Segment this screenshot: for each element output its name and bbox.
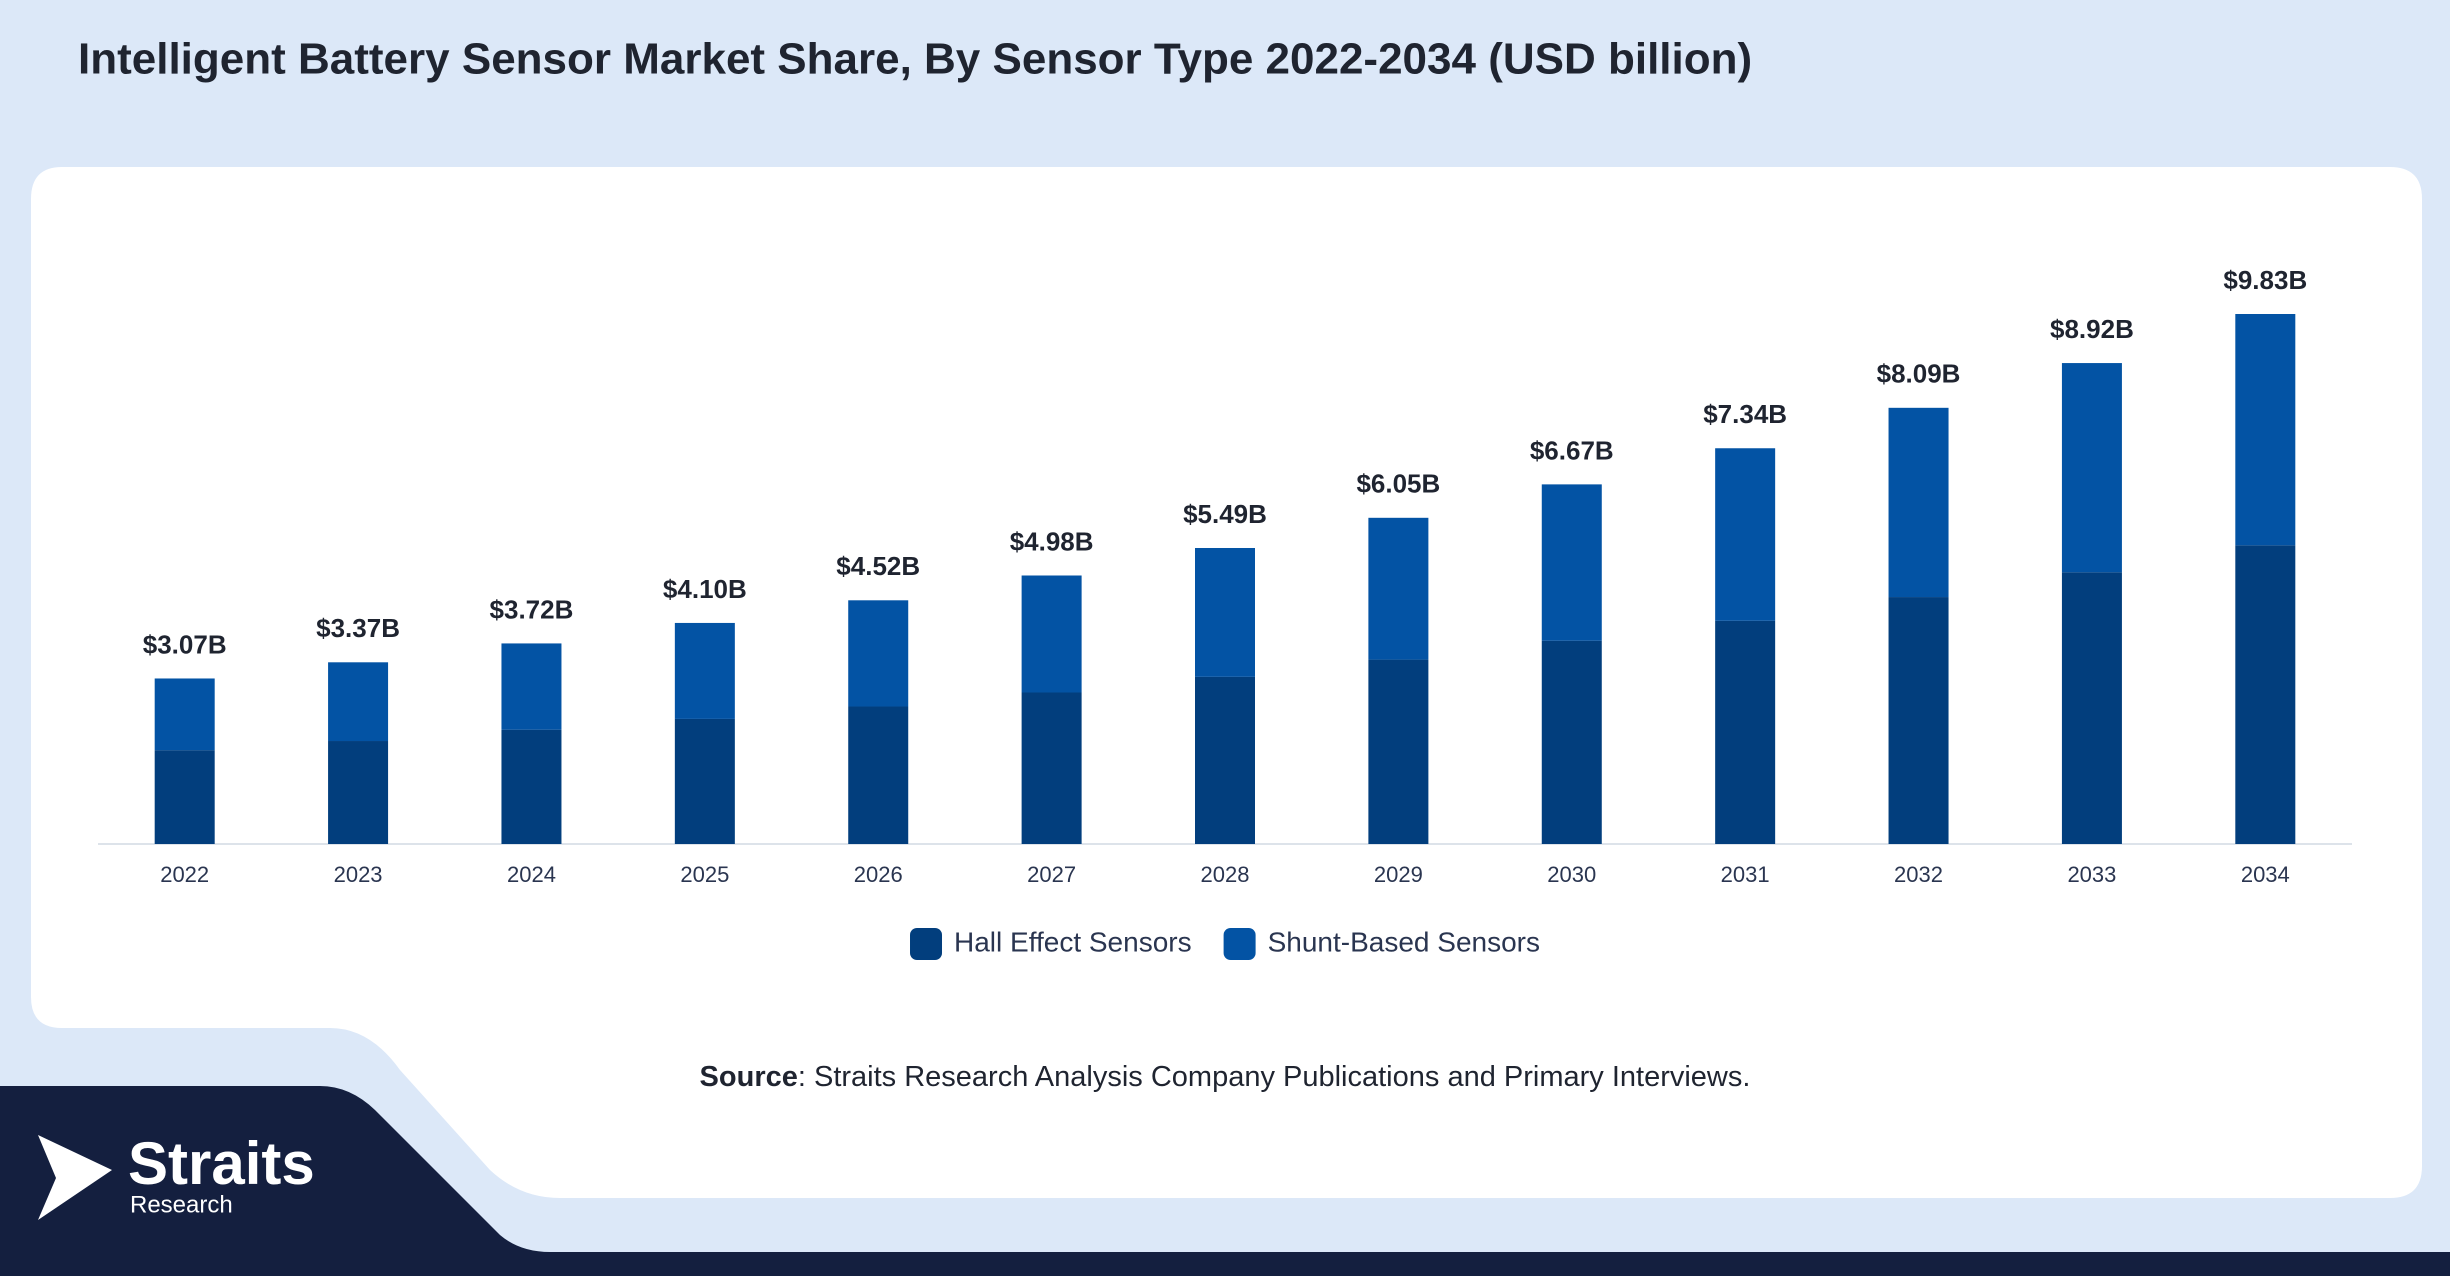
logo-tagline: Research — [130, 1191, 233, 1218]
x-tick-label: 2023 — [334, 862, 383, 887]
bar-segment — [1888, 597, 1949, 844]
x-tick-label: 2029 — [1374, 862, 1423, 887]
total-label: $6.67B — [1530, 435, 1614, 465]
bar-segment — [674, 622, 735, 719]
bar-segment — [1888, 407, 1949, 598]
bar-segment — [1541, 640, 1602, 844]
bar-segment — [1368, 659, 1429, 844]
x-tick-label: 2034 — [2241, 862, 2290, 887]
bar-segment — [2061, 363, 2122, 573]
total-label: $7.34B — [1703, 399, 1787, 429]
logo-name: Straits — [128, 1130, 315, 1197]
source-label: Source — [700, 1061, 798, 1093]
bar-segment — [2235, 545, 2296, 844]
bar-segment — [1368, 517, 1429, 660]
bar-segment — [848, 600, 909, 707]
total-label: $4.10B — [663, 574, 747, 604]
chart-title: Intelligent Battery Sensor Market Share,… — [78, 35, 1752, 84]
bar-segment — [674, 718, 735, 844]
total-label: $8.92B — [2050, 314, 2134, 344]
bar-segment — [1021, 692, 1082, 844]
legend-label: Hall Effect Sensors — [954, 926, 1192, 957]
bar-segment — [1715, 448, 1776, 621]
x-tick-label: 2027 — [1027, 862, 1076, 887]
total-label: $4.52B — [836, 551, 920, 581]
footer-band — [0, 1086, 2450, 1276]
x-tick-label: 2032 — [1894, 862, 1943, 887]
total-label: $4.98B — [1010, 526, 1094, 556]
bar-segment — [1541, 484, 1602, 641]
bar-segment — [154, 750, 215, 844]
x-tick-label: 2026 — [854, 862, 903, 887]
x-tick-label: 2031 — [1721, 862, 1770, 887]
x-tick-label: 2022 — [160, 862, 209, 887]
total-label: $3.37B — [316, 613, 400, 643]
source: Source: Straits Research Analysis Compan… — [700, 1061, 1751, 1093]
source-text: : Straits Research Analysis Company Publ… — [798, 1061, 1751, 1093]
total-label: $5.49B — [1183, 499, 1267, 529]
bar-segment — [1195, 676, 1255, 844]
total-label: $3.07B — [143, 629, 227, 659]
bar-segment — [2061, 572, 2122, 844]
bar-segment — [1195, 547, 1255, 677]
total-label: $6.05B — [1356, 469, 1440, 499]
total-label: $3.72B — [490, 594, 574, 624]
bar-segment — [328, 741, 389, 844]
legend: Hall Effect Sensors Shunt-Based Sensors — [910, 926, 1540, 960]
x-tick-label: 2025 — [680, 862, 729, 887]
x-tick-label: 2028 — [1201, 862, 1250, 887]
bar-segment — [848, 706, 909, 844]
logo-mark — [38, 1135, 112, 1220]
total-label: $9.83B — [2223, 265, 2307, 295]
bar-segment — [501, 643, 562, 730]
plot: $3.07B 2022 $3.37B 2023 $3.72B 2024 $4.10B 2025… — [98, 265, 2352, 960]
bar-segment — [1715, 620, 1776, 844]
bar-segment — [2235, 314, 2296, 546]
total-label: $8.09B — [1877, 359, 1961, 389]
bar-segment — [501, 729, 562, 844]
legend-label: Shunt-Based Sensors — [1268, 926, 1540, 957]
x-tick-label: 2030 — [1547, 862, 1596, 887]
bar-segment — [1021, 575, 1082, 693]
x-tick-label: 2033 — [2067, 862, 2116, 887]
bar-segment — [328, 662, 389, 742]
x-tick-label: 2024 — [507, 862, 556, 887]
legend-swatch — [1223, 928, 1256, 960]
bar-segment — [154, 678, 215, 751]
legend-swatch — [910, 928, 943, 960]
